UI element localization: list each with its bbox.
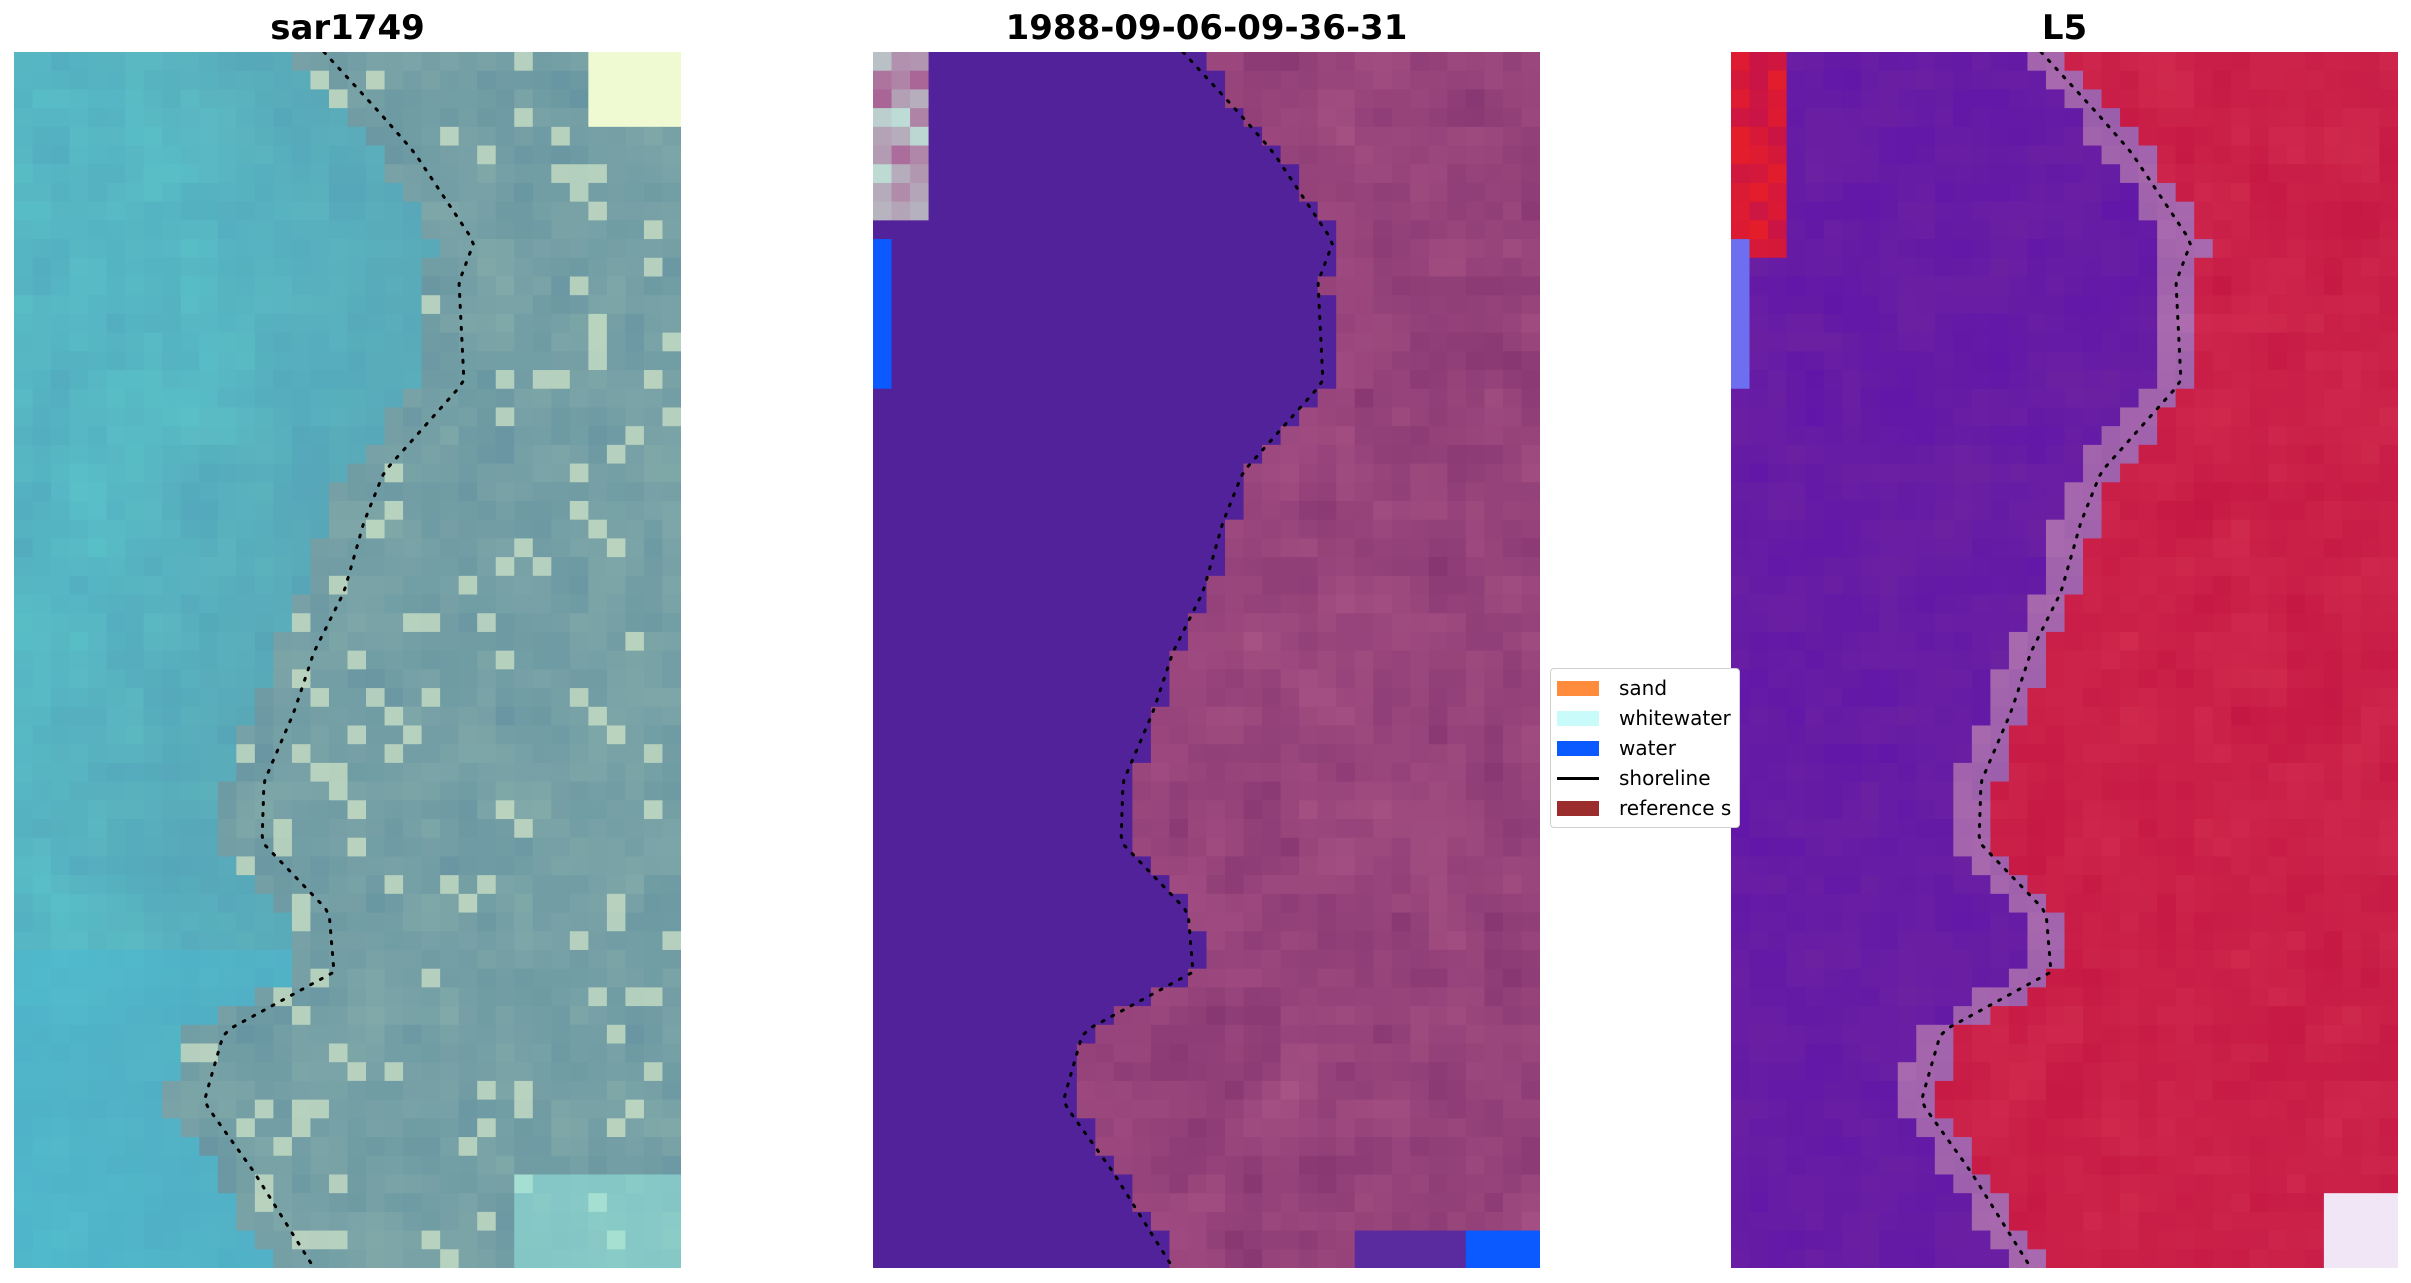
shoreline-dotted-line — [1062, 52, 1334, 1268]
classified-image-pixels — [873, 52, 1540, 1268]
legend-item-reference: reference s — [1551, 793, 1731, 823]
water-index-pixels — [1731, 52, 2398, 1268]
legend-item-whitewater: whitewater — [1551, 703, 1731, 733]
rgb-image-panel — [14, 52, 681, 1268]
panel-title-index: L5 — [2041, 8, 2088, 48]
panel-title-rgb: sar1749 — [270, 8, 425, 48]
shoreline-line-sample — [1557, 776, 1599, 780]
legend-label-sand: sand — [1619, 676, 1668, 700]
legend: sand whitewater water shoreline referenc… — [1550, 668, 1740, 828]
shoreline-dotted-line — [203, 52, 475, 1268]
classified-image-panel — [873, 52, 1540, 1268]
legend-label-whitewater: whitewater — [1619, 706, 1731, 730]
whitewater-swatch — [1557, 710, 1599, 726]
legend-label-water: water — [1619, 736, 1676, 760]
legend-item-water: water — [1551, 733, 1676, 763]
legend-item-sand: sand — [1551, 673, 1667, 703]
sand-swatch — [1557, 680, 1599, 696]
water-index-panel — [1731, 52, 2398, 1268]
water-swatch — [1557, 740, 1599, 756]
legend-label-reference: reference s — [1619, 796, 1732, 820]
legend-item-shoreline: shoreline — [1551, 763, 1711, 793]
rgb-image-pixels — [14, 52, 681, 1268]
legend-label-shoreline: shoreline — [1619, 766, 1711, 790]
panel-title-classified: 1988-09-06-09-36-31 — [1005, 8, 1408, 48]
reference-swatch — [1557, 800, 1599, 816]
shoreline-dotted-line — [1920, 52, 2192, 1268]
